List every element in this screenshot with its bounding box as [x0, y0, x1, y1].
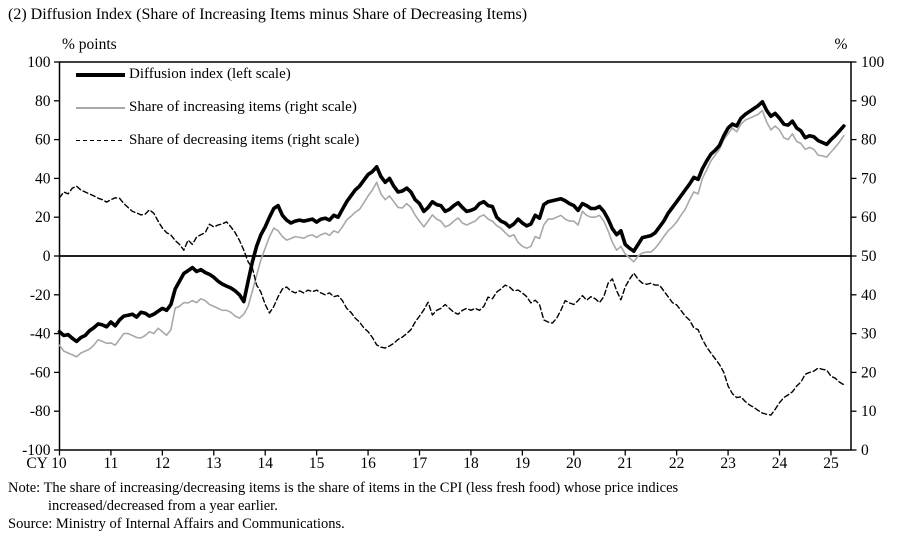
x-axis-tick-label: 12: [155, 455, 171, 472]
footnotes: Note: The share of increasing/decreasing…: [8, 479, 678, 533]
right-axis-tick-label: 0: [861, 442, 869, 459]
thick-solid-line-icon: [76, 72, 125, 77]
x-axis-tick-label: 19: [515, 455, 531, 472]
diffusion-line: [57, 100, 846, 344]
right-axis-tick-label: 80: [861, 132, 877, 149]
legend-label: Share of increasing items (right scale): [129, 99, 357, 115]
x-axis-tick-label: 16: [360, 455, 376, 472]
left-axis-tick-label: 80: [35, 93, 51, 110]
x-axis-tick-label: 22: [669, 455, 685, 472]
x-axis-tick-label: 18: [463, 455, 479, 472]
decreasing-line: [58, 185, 845, 416]
right-axis-unit-label: %: [835, 36, 848, 53]
legend-item-diffusion-index: Diffusion index (left scale): [76, 61, 359, 88]
x-axis-tick-label: 14: [257, 455, 273, 472]
legend-label: Share of decreasing items (right scale): [129, 132, 360, 148]
legend-item-share-decreasing: Share of decreasing items (right scale): [76, 127, 359, 154]
x-axis-tick-label: 17: [412, 455, 428, 472]
left-axis-tick-label: -100: [22, 442, 51, 459]
right-axis-tick-label: 70: [861, 170, 877, 187]
left-axis-tick-label: -80: [30, 403, 51, 420]
right-axis-tick-label: 90: [861, 93, 877, 110]
left-axis-tick-label: -40: [30, 326, 51, 343]
right-axis-tick-label: 20: [861, 364, 877, 381]
x-axis-tick-label: 25: [823, 455, 839, 472]
left-axis-unit-label: % points: [62, 36, 117, 53]
right-axis-tick-label: 100: [861, 54, 885, 71]
chart-legend: Diffusion index (left scale) Share of in…: [76, 61, 359, 160]
left-axis-tick-label: 40: [35, 170, 51, 187]
x-axis-tick-label: 24: [772, 455, 788, 472]
right-axis-tick-label: 60: [861, 209, 877, 226]
x-axis-tick-label: 13: [206, 455, 222, 472]
left-axis-tick-label: 20: [35, 209, 51, 226]
chart-title: (2) Diffusion Index (Share of Increasing…: [8, 6, 528, 23]
note-line-1: Note: The share of increasing/decreasing…: [8, 480, 679, 496]
note-line-2: increased/decreased from a year earlier.: [48, 498, 278, 514]
left-axis-tick-label: 60: [35, 132, 51, 149]
left-axis-tick-label: -60: [30, 364, 51, 381]
increasing-line: [58, 109, 845, 358]
thin-gray-line-icon: [76, 106, 125, 109]
x-axis-tick-label: 11: [103, 455, 118, 472]
source-line: Source: Ministry of Internal Affairs and…: [8, 516, 345, 532]
legend-item-share-increasing: Share of increasing items (right scale): [76, 94, 359, 121]
legend-label: Diffusion index (left scale): [129, 66, 291, 82]
left-axis-tick-label: -20: [30, 287, 51, 304]
right-axis-tick-label: 30: [861, 326, 877, 343]
right-axis-tick-label: 40: [861, 287, 877, 304]
dashed-line-icon: [76, 139, 125, 142]
right-axis-tick-label: 50: [861, 248, 877, 265]
left-axis-tick-label: 100: [27, 54, 51, 71]
x-axis-tick-label: 23: [720, 455, 736, 472]
x-axis-tick-label: CY 10: [26, 455, 67, 472]
x-axis-tick-label: 15: [309, 455, 325, 472]
right-axis-tick-label: 10: [861, 403, 877, 420]
x-axis-tick-label: 21: [617, 455, 633, 472]
x-axis-tick-label: 20: [566, 455, 582, 472]
left-axis-tick-label: 0: [43, 248, 51, 265]
